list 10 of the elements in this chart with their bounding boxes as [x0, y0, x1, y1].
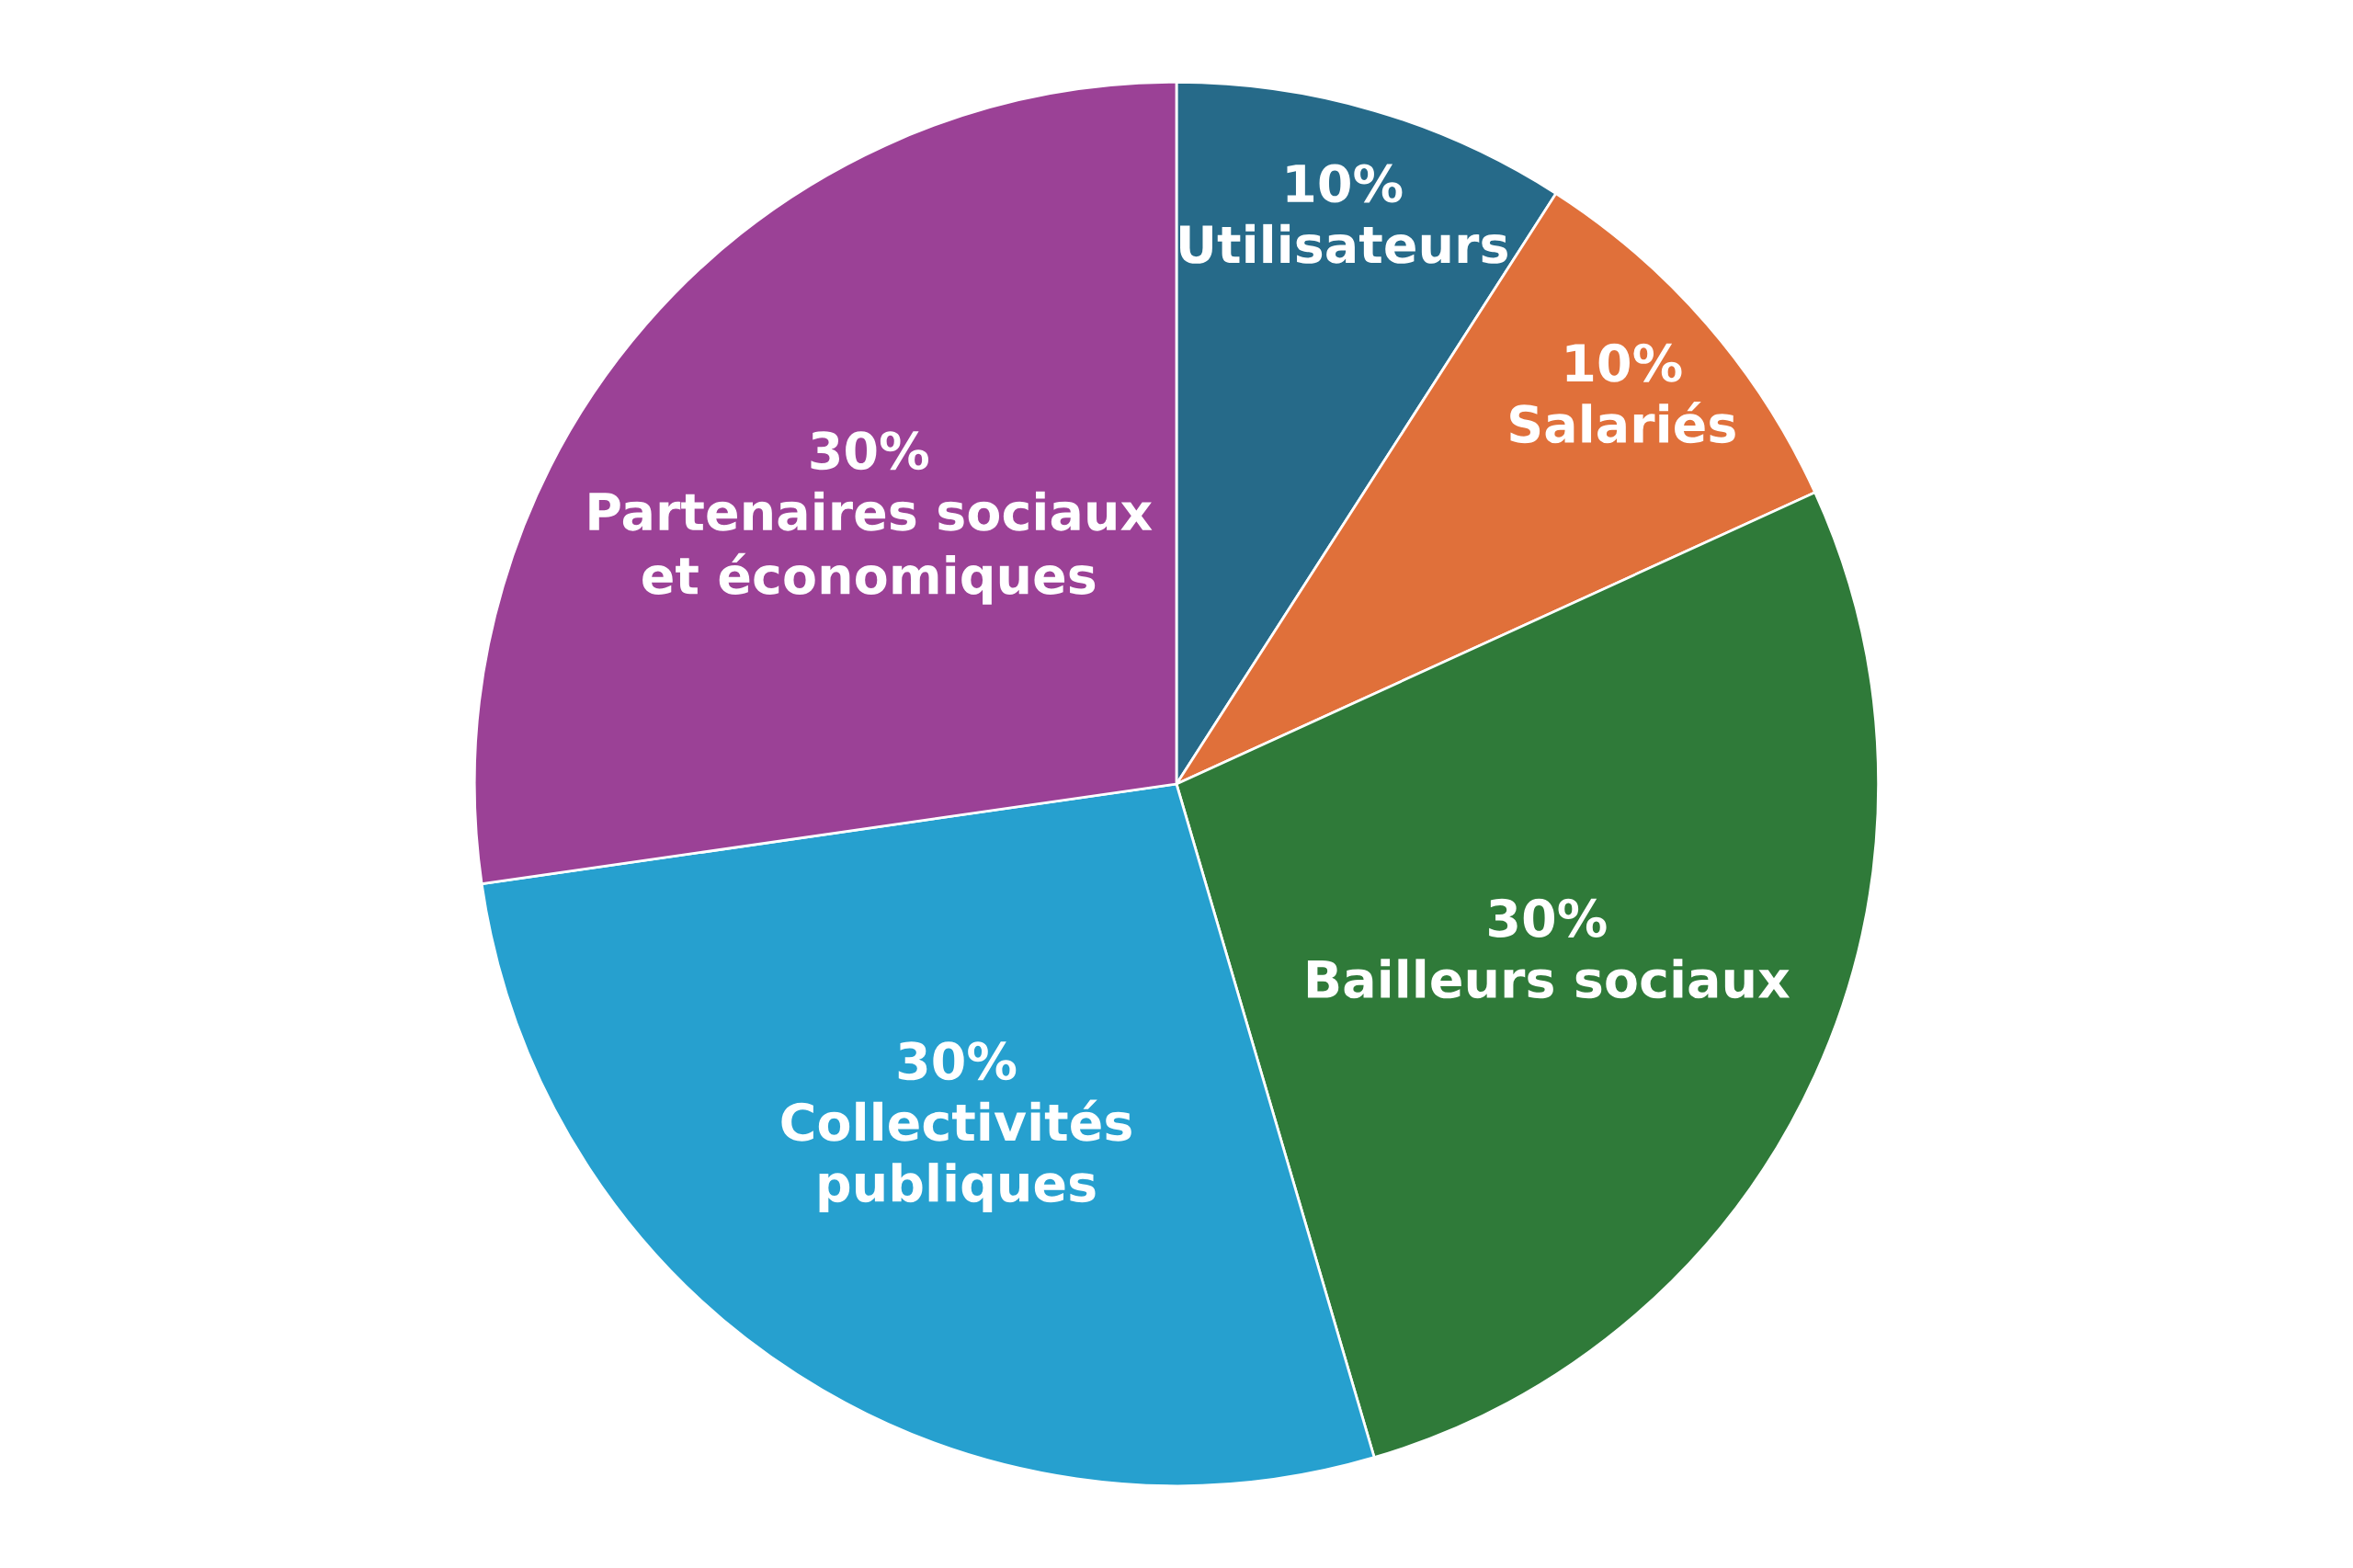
slice-label: Utilisateurs: [1180, 223, 1507, 264]
data-label: 30%: [898, 1041, 1017, 1081]
slice-label: Collectivités publiques: [781, 1099, 1131, 1212]
slice-label: Partenaires sociaux et économiques: [589, 491, 1153, 605]
data-label: 30%: [811, 431, 928, 471]
data-label: 30%: [1489, 898, 1607, 937]
data-label: 10%: [1287, 164, 1403, 203]
data-label: 10%: [1566, 343, 1682, 382]
slice-label: Bailleurs sociaux: [1307, 959, 1790, 999]
slice-label: Salariés: [1510, 402, 1735, 444]
